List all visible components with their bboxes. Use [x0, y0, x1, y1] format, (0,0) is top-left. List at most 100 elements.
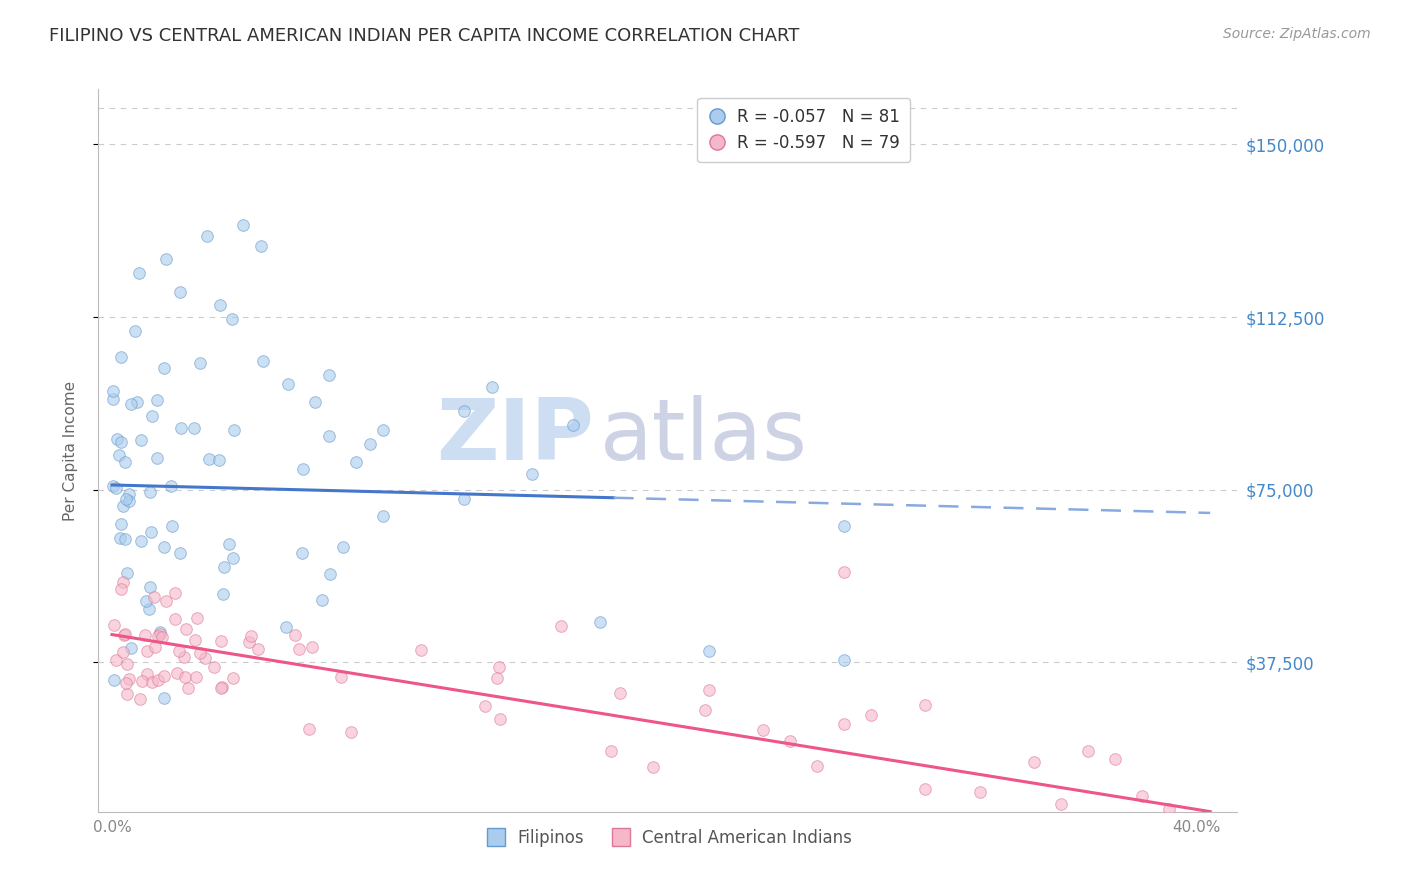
Point	[246, 641, 269, 656]
Point	[1185, 818, 1208, 832]
Point	[481, 380, 503, 394]
Point	[914, 698, 936, 712]
Point	[101, 384, 124, 398]
Point	[115, 566, 138, 580]
Point	[284, 628, 307, 642]
Point	[105, 432, 128, 446]
Point	[221, 311, 243, 326]
Point	[211, 680, 233, 694]
Point	[110, 582, 132, 597]
Point	[139, 485, 162, 500]
Point	[141, 674, 163, 689]
Point	[146, 629, 169, 643]
Text: FILIPINO VS CENTRAL AMERICAN INDIAN PER CAPITA INCOME CORRELATION CHART: FILIPINO VS CENTRAL AMERICAN INDIAN PER …	[49, 27, 800, 45]
Point	[209, 634, 232, 648]
Point	[136, 666, 159, 681]
Point	[143, 591, 166, 605]
Point	[1077, 744, 1099, 758]
Point	[155, 593, 177, 607]
Point	[112, 499, 135, 513]
Point	[474, 698, 496, 713]
Point	[208, 452, 231, 467]
Point	[128, 266, 150, 280]
Point	[1159, 802, 1181, 816]
Point	[141, 525, 163, 540]
Point	[779, 734, 801, 748]
Point	[301, 640, 323, 655]
Point	[252, 353, 274, 368]
Point	[752, 723, 775, 737]
Point	[209, 681, 232, 696]
Point	[195, 229, 218, 244]
Point	[115, 687, 138, 701]
Point	[212, 587, 235, 601]
Point	[186, 670, 208, 684]
Point	[222, 551, 245, 566]
Point	[186, 611, 208, 625]
Point	[485, 671, 508, 685]
Point	[562, 418, 585, 433]
Point	[105, 481, 128, 495]
Point	[860, 708, 883, 723]
Point	[149, 625, 172, 640]
Point	[103, 673, 125, 688]
Point	[165, 586, 187, 600]
Point	[129, 434, 152, 448]
Point	[124, 324, 146, 338]
Point	[344, 454, 367, 468]
Point	[332, 541, 354, 555]
Point	[120, 397, 142, 411]
Point	[371, 423, 394, 437]
Point	[169, 546, 191, 560]
Point	[318, 368, 340, 382]
Point	[693, 703, 716, 717]
Point	[832, 566, 855, 580]
Point	[125, 395, 148, 409]
Point	[104, 653, 127, 667]
Point	[110, 350, 132, 364]
Point	[298, 722, 321, 736]
Text: atlas: atlas	[599, 394, 807, 477]
Point	[832, 716, 855, 731]
Point	[152, 669, 174, 683]
Point	[160, 479, 183, 493]
Point	[153, 361, 176, 376]
Point	[359, 436, 381, 450]
Point	[277, 376, 299, 391]
Point	[138, 602, 160, 616]
Point	[969, 785, 991, 799]
Point	[489, 712, 512, 726]
Point	[108, 448, 131, 462]
Point	[198, 452, 221, 467]
Point	[167, 644, 190, 658]
Point	[292, 462, 315, 476]
Point	[115, 491, 138, 506]
Point	[1132, 789, 1154, 803]
Point	[1050, 797, 1073, 811]
Point	[139, 580, 162, 594]
Point	[697, 644, 720, 658]
Point	[114, 454, 136, 468]
Point	[117, 657, 139, 671]
Point	[108, 531, 131, 545]
Point	[238, 635, 260, 649]
Point	[114, 533, 136, 547]
Point	[832, 653, 855, 667]
Point	[146, 673, 169, 687]
Point	[170, 421, 193, 435]
Point	[149, 627, 172, 641]
Point	[169, 285, 191, 299]
Point	[103, 618, 125, 632]
Point	[177, 681, 200, 695]
Point	[110, 516, 132, 531]
Point	[550, 619, 572, 633]
Point	[110, 434, 132, 449]
Point	[304, 395, 326, 409]
Point	[176, 623, 198, 637]
Point	[183, 421, 205, 435]
Text: Source: ZipAtlas.com: Source: ZipAtlas.com	[1223, 27, 1371, 41]
Point	[209, 298, 232, 312]
Point	[184, 632, 207, 647]
Point	[114, 627, 136, 641]
Point	[488, 660, 510, 674]
